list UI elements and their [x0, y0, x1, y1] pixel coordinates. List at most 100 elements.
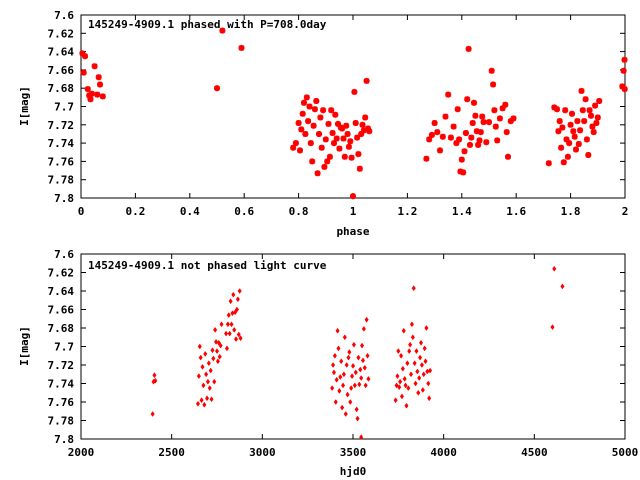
point-marker	[588, 112, 594, 119]
data-point	[235, 296, 240, 303]
point-marker	[581, 118, 588, 125]
data-point	[198, 354, 203, 361]
data-point	[349, 385, 354, 392]
data-point	[153, 377, 158, 384]
data-point	[333, 399, 338, 405]
data-point	[552, 265, 557, 272]
point-marker	[99, 93, 106, 100]
data-point	[621, 56, 628, 63]
point-marker	[592, 102, 599, 109]
data-point	[87, 96, 94, 103]
point-marker	[80, 69, 87, 76]
data-point	[345, 143, 352, 150]
data-point	[445, 91, 452, 98]
point-marker	[475, 141, 482, 148]
point-marker	[290, 144, 297, 151]
data-point	[434, 129, 441, 136]
point-marker	[503, 129, 510, 136]
data-point	[210, 347, 215, 354]
y-tick-label: 7.7	[54, 101, 74, 114]
data-point	[215, 358, 221, 365]
point-marker	[465, 45, 472, 52]
y-tick-label: 7.78	[48, 415, 75, 428]
data-point	[402, 375, 407, 382]
data-point	[94, 91, 101, 98]
data-point	[238, 335, 243, 342]
data-point	[453, 140, 460, 147]
data-point	[209, 396, 214, 403]
data-point	[437, 147, 443, 154]
data-point	[290, 144, 297, 151]
point-marker	[558, 144, 565, 151]
y-tick-label: 7.68	[48, 82, 75, 95]
point-marker	[307, 140, 314, 147]
y-tick-label: 7.72	[48, 119, 75, 132]
y-tick-label: 7.76	[48, 155, 75, 168]
data-point	[328, 107, 335, 114]
data-point	[454, 106, 461, 113]
point-marker	[477, 129, 484, 136]
point-marker	[313, 98, 320, 104]
data-point	[337, 387, 342, 394]
point-marker	[95, 74, 102, 81]
x-tick-label: 1.4	[452, 205, 472, 218]
data-point	[356, 165, 363, 172]
y-tick-labels: 7.6 7.62 7.64 7.66 7.68 7.7 7.72 7.74 7.76 7.78 7.…	[48, 248, 75, 446]
data-point	[427, 395, 432, 402]
x-tick-label: 0.4	[180, 205, 200, 218]
point-marker	[556, 118, 563, 125]
point-marker	[321, 163, 328, 170]
data-point	[355, 415, 360, 422]
data-point	[203, 350, 208, 357]
chart-title: 145249-4909.1 phased with P=708.0day	[88, 18, 327, 31]
data-point	[351, 88, 358, 95]
data-point	[330, 385, 335, 392]
data-point	[582, 96, 589, 103]
data-point	[403, 382, 408, 389]
data-point	[360, 127, 367, 134]
data-point	[398, 352, 404, 359]
point-marker	[355, 151, 362, 158]
x-tick-label: 5000	[612, 446, 639, 459]
y-tick-label: 7.8	[54, 433, 74, 446]
data-point	[336, 145, 343, 152]
data-point	[311, 106, 318, 113]
data-point	[334, 376, 339, 383]
point-marker	[555, 128, 562, 135]
point-marker	[428, 131, 435, 138]
data-point	[329, 130, 336, 136]
data-point	[207, 385, 212, 392]
x-axis-label: hjd0	[340, 465, 367, 478]
point-marker	[505, 153, 511, 160]
point-marker	[491, 107, 498, 114]
point-marker	[473, 128, 480, 135]
data-point	[205, 378, 211, 385]
y-tick-label: 7.74	[48, 137, 75, 150]
point-marker	[82, 53, 89, 60]
point-marker	[483, 139, 490, 146]
data-point	[206, 360, 211, 367]
x-tick-label: 4500	[521, 446, 548, 459]
data-point	[347, 349, 352, 356]
data-point	[307, 140, 314, 147]
point-marker	[490, 81, 497, 88]
x-axis-label: phase	[336, 225, 369, 238]
point-marker	[560, 159, 567, 166]
data-point	[398, 378, 403, 385]
point-marker	[322, 136, 329, 143]
data-point	[330, 362, 336, 368]
point-marker	[360, 127, 367, 134]
point-marker	[431, 120, 438, 126]
data-point	[217, 353, 222, 360]
data-point	[566, 140, 573, 147]
data-point	[505, 153, 511, 160]
unphased-light-curve-panel: 2000 2500 3000 3500 4000 4500 5000 7.6 7.62 7.64…	[18, 248, 638, 478]
point-marker	[578, 87, 585, 94]
data-point	[340, 382, 346, 389]
x-tick-label: 0.8	[289, 205, 309, 218]
data-point	[415, 368, 420, 375]
data-point	[578, 87, 585, 94]
point-marker	[343, 122, 350, 129]
data-point	[468, 134, 475, 141]
data-point	[556, 118, 563, 125]
